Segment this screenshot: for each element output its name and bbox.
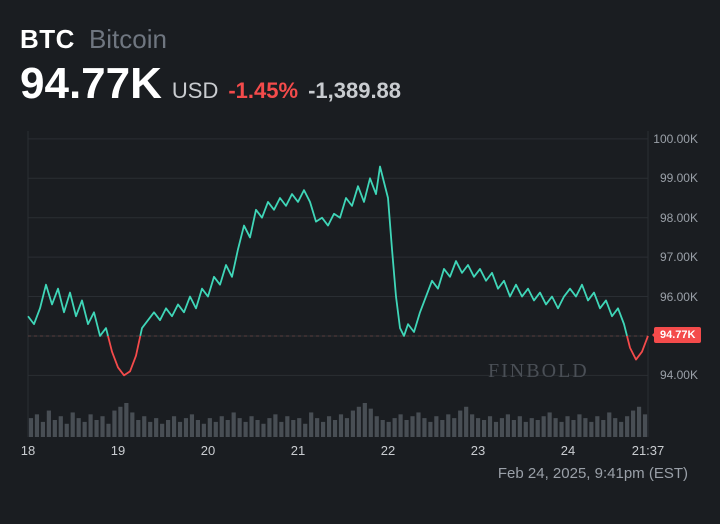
y-axis-label: 96.00K (660, 290, 698, 304)
x-axis-label: 21 (291, 443, 305, 458)
current-price-badge: 94.77K (654, 327, 701, 343)
x-axis-label: 20 (201, 443, 215, 458)
symbol: BTC (20, 24, 75, 55)
change-absolute: -1,389.88 (308, 78, 401, 104)
y-axis-label: 94.00K (660, 368, 698, 382)
change-percent: -1.45% (228, 78, 298, 104)
y-axis-label: 97.00K (660, 250, 698, 264)
x-axis-label: 23 (471, 443, 485, 458)
timestamp: Feb 24, 2025, 9:41pm (EST) (20, 465, 700, 482)
x-axis-label: 21:37 (632, 443, 665, 458)
price: 94.77K (20, 59, 162, 109)
x-axis-label: 22 (381, 443, 395, 458)
currency: USD (172, 78, 218, 104)
y-axis-label: 98.00K (660, 211, 698, 225)
asset-name: Bitcoin (89, 24, 167, 55)
x-axis-label: 19 (111, 443, 125, 458)
y-axis-label: 100.00K (653, 132, 698, 146)
x-axis-label: 18 (21, 443, 35, 458)
watermark: FINBOLD (488, 360, 589, 383)
y-axis-label: 99.00K (660, 171, 698, 185)
x-axis-label: 24 (561, 443, 575, 458)
price-chart[interactable]: 94.00K95.00K96.00K97.00K98.00K99.00K100.… (20, 127, 700, 457)
